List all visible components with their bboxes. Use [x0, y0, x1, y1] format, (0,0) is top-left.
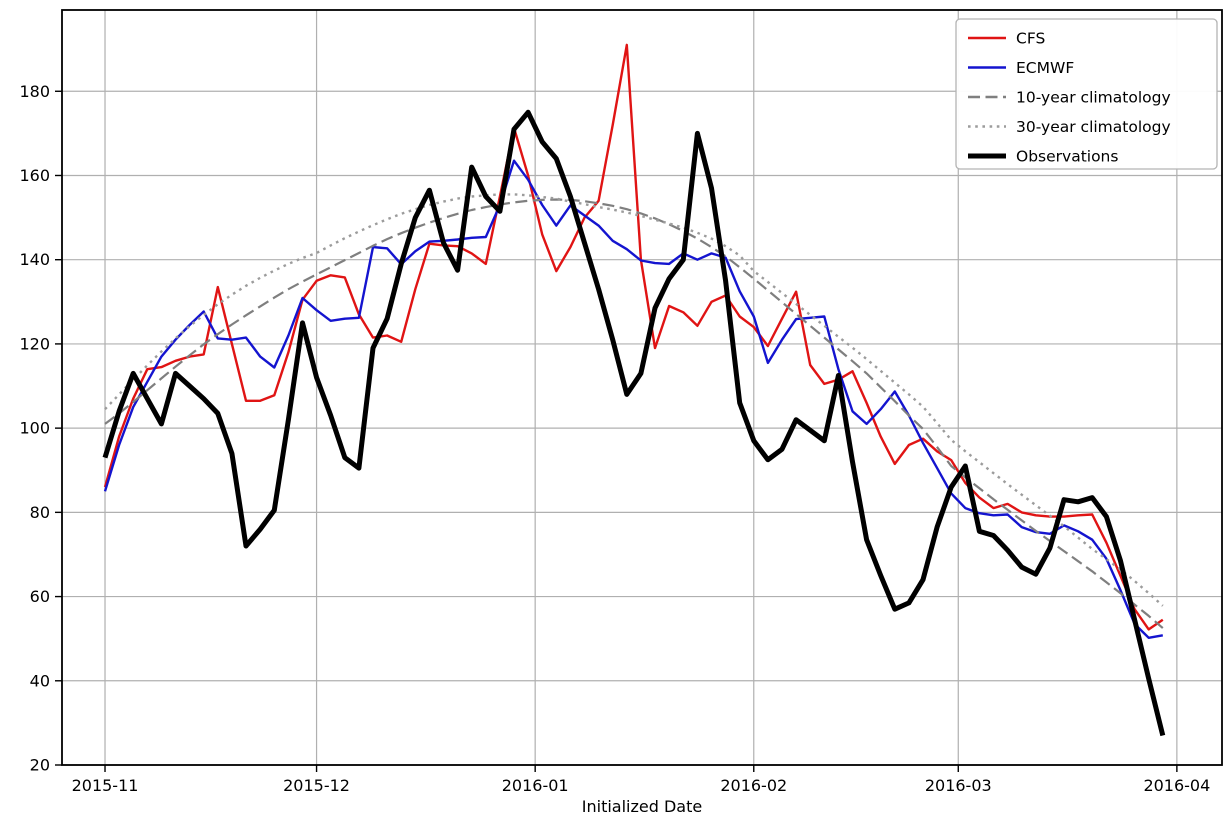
- legend-box: [955, 18, 1218, 170]
- x-axis-title: Initialized Date: [581, 797, 703, 816]
- y-tick-label: 160: [19, 166, 50, 185]
- y-tick-label: 80: [30, 503, 50, 522]
- legend-label: CFS: [1016, 30, 1045, 48]
- legend-label: 30-year climatology: [1016, 118, 1171, 136]
- series-line-30-year-climatology: [104, 193, 1164, 607]
- x-tick-label: 2016-03: [925, 776, 992, 795]
- legend-label: 10-year climatology: [1016, 89, 1171, 107]
- x-tick-label: 2015-12: [283, 776, 350, 795]
- y-tick-label: 60: [30, 587, 50, 606]
- legend-label: ECMWF: [1016, 59, 1074, 77]
- axes-frame: [61, 9, 1223, 766]
- series-line-10-year-climatology: [104, 198, 1164, 629]
- series-line-cfs: [103, 43, 1164, 631]
- x-tick-label: 2016-04: [1143, 776, 1210, 795]
- x-tick-label: 2016-02: [720, 776, 787, 795]
- y-tick-label: 180: [19, 82, 50, 101]
- y-tick-label: 40: [30, 671, 50, 690]
- y-tick-label: 140: [19, 250, 50, 269]
- x-tick-label: 2016-01: [502, 776, 569, 795]
- series-line-observations: [102, 109, 1166, 737]
- y-tick-label: 20: [30, 756, 50, 775]
- series-line-ecmwf: [103, 159, 1164, 639]
- y-tick-label: 100: [19, 419, 50, 438]
- x-tick-label: 2015-11: [72, 776, 139, 795]
- legend-label: Observations: [1016, 148, 1118, 166]
- y-tick-label: 120: [19, 334, 50, 353]
